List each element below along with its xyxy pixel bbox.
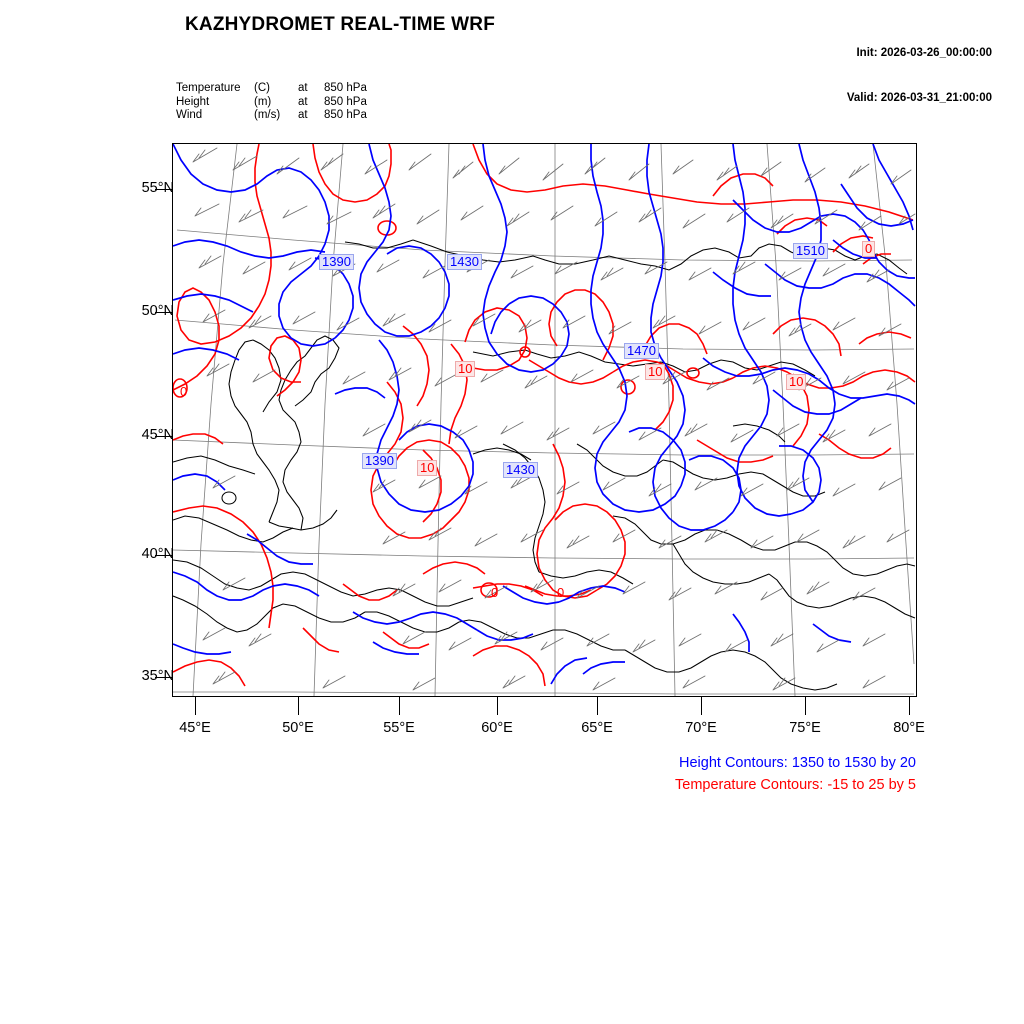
contour-label-height: 1470	[624, 343, 659, 359]
contour-label-height: 1390	[362, 453, 397, 469]
y-tick-mark	[155, 189, 173, 191]
y-tick-label: 40°N	[141, 546, 174, 562]
y-tick-mark	[155, 555, 173, 557]
legend-temperature-contours: Temperature Contours: -15 to 25 by 5	[675, 777, 916, 793]
model-timestamp-block: Init: 2026-03-26_00:00:00 Valid: 2026-03…	[847, 16, 992, 121]
contour-label-height: 1430	[447, 254, 482, 270]
field-at: at	[298, 82, 308, 94]
x-tick-label: 75°E	[789, 720, 821, 736]
contour-label-temperature: 0	[180, 384, 188, 399]
y-tick-label: 55°N	[141, 180, 174, 196]
field-name: Height	[176, 95, 210, 108]
x-tick-label: 50°E	[282, 720, 314, 736]
field-name: Temperature	[176, 82, 241, 94]
y-tick-label: 50°N	[141, 303, 174, 319]
field-units: (C)	[254, 82, 270, 94]
field-level: 850 hPa	[324, 109, 367, 121]
x-tick-mark	[298, 697, 300, 715]
x-tick-label: 45°E	[179, 720, 211, 736]
x-tick-label: 60°E	[481, 720, 513, 736]
x-tick-mark	[497, 697, 499, 715]
x-tick-label: 80°E	[893, 720, 925, 736]
contour-label-height: 1430	[503, 462, 538, 478]
x-tick-mark	[701, 697, 703, 715]
contour-label-temperature: 0	[491, 585, 499, 600]
y-tick-label: 35°N	[141, 668, 174, 684]
contour-legend: Height Contours: 1350 to 1530 by 20 Temp…	[675, 752, 916, 796]
x-tick-label: 55°E	[383, 720, 415, 736]
x-tick-label: 70°E	[685, 720, 717, 736]
contour-label-height: 1510	[793, 243, 828, 259]
field-name: Wind	[176, 109, 203, 121]
field-info-row: Wind (m/s) at 850 hPa	[176, 109, 394, 123]
contour-label-temperature: 0	[862, 241, 876, 257]
height-contours	[173, 144, 916, 685]
x-tick-mark	[399, 697, 401, 715]
field-at: at	[298, 95, 308, 108]
x-tick-mark	[805, 697, 807, 715]
y-tick-mark	[155, 677, 173, 679]
y-tick-mark	[155, 312, 173, 314]
x-tick-mark	[597, 697, 599, 715]
init-time: Init: 2026-03-26_00:00:00	[856, 47, 992, 59]
y-tick-mark	[155, 436, 173, 438]
field-at: at	[298, 109, 308, 121]
page-title: KAZHYDROMET REAL-TIME WRF	[184, 14, 496, 35]
legend-height-contours: Height Contours: 1350 to 1530 by 20	[679, 755, 916, 771]
field-info-block: Temperature (C) at 850 hPa Height (m) at…	[176, 82, 394, 123]
contour-label-temperature: 10	[645, 364, 666, 380]
x-tick-label: 65°E	[581, 720, 613, 736]
field-units: (m/s)	[254, 109, 281, 121]
valid-time: Valid: 2026-03-31_21:00:00	[846, 92, 992, 104]
field-info-row: Height (m) at 850 hPa	[176, 96, 394, 110]
field-level: 850 hPa	[324, 95, 367, 108]
contour-label-temperature: 10	[455, 361, 476, 377]
x-tick-mark	[195, 697, 197, 715]
field-units: (m)	[254, 95, 272, 108]
contour-label-height: 1390	[319, 254, 354, 270]
field-info-row: Temperature (C) at 850 hPa	[176, 82, 394, 96]
contour-label-temperature: 10	[417, 460, 438, 476]
y-tick-label: 45°N	[141, 427, 174, 443]
wind-barbs	[192, 147, 916, 691]
coastlines-and-borders	[173, 239, 916, 691]
contour-label-temperature: 0	[557, 585, 565, 600]
contour-label-temperature: 10	[786, 374, 807, 390]
weather-map-plot[interactable]: 1390 1430 1510 0 1470 10 10 10 0 1390 10…	[172, 143, 917, 697]
x-tick-mark	[909, 697, 911, 715]
field-level: 850 hPa	[324, 82, 367, 94]
